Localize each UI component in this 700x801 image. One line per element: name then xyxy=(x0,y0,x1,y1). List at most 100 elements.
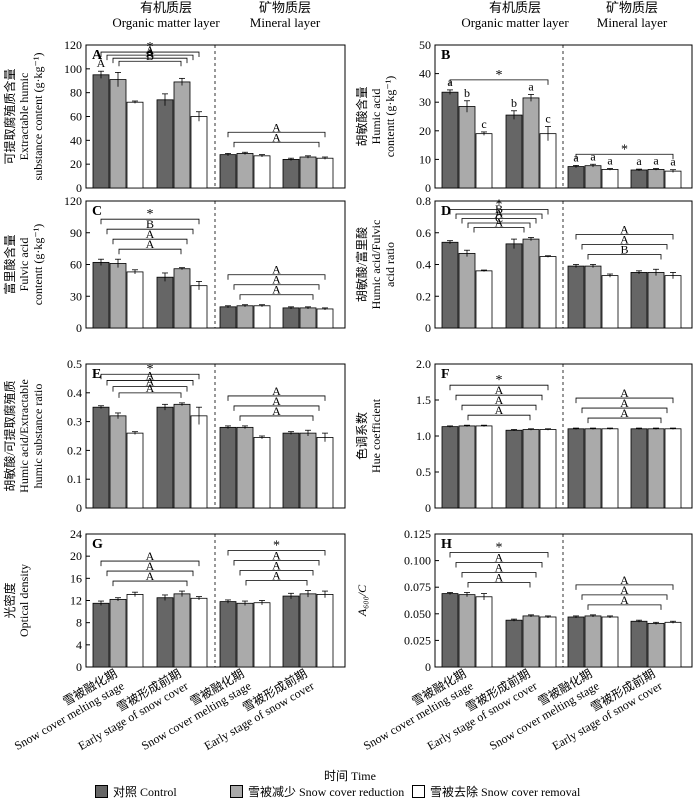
bar-organic xyxy=(92,602,110,668)
significance-bracket xyxy=(106,54,194,61)
significance-bracket xyxy=(575,397,674,404)
y-tick-label: 60 xyxy=(70,110,82,124)
significance-bracket xyxy=(106,570,194,577)
bar-mineral xyxy=(630,169,648,189)
bar-mineral xyxy=(253,155,271,189)
plot-frame xyxy=(85,363,346,509)
significance-bracket xyxy=(227,550,326,556)
y-axis-label-line: Hue coefficient xyxy=(369,398,383,473)
y-axis-label: 胡敏酸含量Humic acidcontentt (g·kg⁻¹) xyxy=(354,76,397,158)
y-tick-label: 0 xyxy=(425,660,431,674)
bar-organic xyxy=(126,101,144,189)
bar-mineral xyxy=(567,265,585,329)
significance-label: B xyxy=(620,243,628,257)
panel-letter: H xyxy=(441,537,452,552)
y-tick-label: 0 xyxy=(425,181,431,195)
significance-bracket xyxy=(467,222,531,229)
significance-bracket xyxy=(118,248,182,255)
significance-label: A xyxy=(146,559,155,573)
bar-organic xyxy=(173,268,191,329)
y-tick-label: 0.8 xyxy=(416,194,431,208)
panel-d: 0 0.2 0.4 0.6 0.8 D 胡敏酸/富里酸Humic acid/Fulvicac… xyxy=(354,194,693,335)
bar-mineral xyxy=(316,437,334,509)
bar-mineral xyxy=(316,157,334,189)
bar-mineral xyxy=(236,305,254,329)
significance-label: A xyxy=(146,46,155,60)
significance-label: * xyxy=(496,198,503,213)
significance-label: A xyxy=(495,383,504,397)
y-axis-label: 可提取腐殖质含量Extractable humicsubstance conte… xyxy=(2,53,45,181)
bar-organic xyxy=(109,415,127,509)
significance-bracket xyxy=(449,384,549,391)
y-tick-label: 20 xyxy=(419,124,431,138)
y-axis-label-line: 富里酸含量 xyxy=(2,234,17,294)
y-axis-label: 富里酸含量Fulvic acidcontentt (g·kg⁻¹) xyxy=(2,224,45,306)
y-tick-label: 24 xyxy=(70,527,82,541)
bar-mineral xyxy=(630,272,648,329)
y-tick-label: 0.5 xyxy=(67,357,82,371)
bar-mineral xyxy=(647,169,665,189)
y-axis-label: 色调系数Hue coefficient xyxy=(354,398,383,473)
bar-organic xyxy=(458,594,476,668)
bar-organic xyxy=(458,425,476,509)
significance-letter: a xyxy=(528,79,534,93)
y-tick-label: 0.3 xyxy=(67,415,82,429)
bar-mineral xyxy=(584,428,602,509)
panel-letter: B xyxy=(441,48,450,63)
significance-bracket xyxy=(455,562,543,568)
y-tick-label: 0 xyxy=(425,501,431,515)
significance-bracket xyxy=(581,594,668,600)
significance-label: A xyxy=(620,583,629,597)
bar-organic xyxy=(173,403,191,509)
legend-label: 雪被减少 Snow cover reduction xyxy=(248,785,405,799)
significance-bracket xyxy=(245,580,308,586)
significance-bracket xyxy=(100,51,200,58)
bar-organic xyxy=(126,271,144,329)
significance-label: A xyxy=(272,569,281,583)
bar-mineral xyxy=(664,275,682,329)
bar-mineral xyxy=(236,602,254,668)
bar-organic xyxy=(505,429,523,509)
bar-organic xyxy=(539,256,557,329)
significance-label: * xyxy=(147,40,154,55)
bar-organic xyxy=(458,106,476,189)
panel-e: 0 0.1 0.2 0.3 0.4 0.5 E 胡敏酸/可提取腐殖质Humic acid/Ex… xyxy=(2,357,346,515)
significance-bracket xyxy=(118,392,182,398)
significance-label: A xyxy=(272,130,281,144)
bar-mineral xyxy=(316,308,334,329)
significance-bracket xyxy=(461,404,537,411)
significance-letter: a xyxy=(670,155,676,169)
y-tick-label: 12 xyxy=(70,594,82,608)
x-axis-title: 时间 Time xyxy=(324,769,376,783)
y-tick-label: 4 xyxy=(76,638,82,652)
y-axis-label-line: 可提取腐殖质含量 xyxy=(2,68,17,164)
significance-label: * xyxy=(273,539,280,554)
y-tick-label: 0.4 xyxy=(416,258,431,272)
y-axis-label-line: humic substance ratio xyxy=(31,384,45,489)
y-tick-label: 120 xyxy=(64,38,82,52)
significance-label: * xyxy=(496,373,503,388)
significance-bracket xyxy=(227,395,326,401)
legend-item-control: 对照 Control xyxy=(95,783,177,800)
bar-mineral xyxy=(584,615,602,668)
significance-label: A xyxy=(495,393,504,407)
legend-swatch-control xyxy=(95,785,108,798)
significance-label: A xyxy=(620,396,629,410)
bar-mineral xyxy=(647,428,665,509)
significance-bracket xyxy=(455,213,543,220)
significance-bracket xyxy=(106,380,194,386)
bar-organic xyxy=(156,99,174,189)
bar-organic xyxy=(539,616,557,668)
significance-label: A xyxy=(620,573,629,587)
significance-bracket xyxy=(449,79,549,85)
significance-bracket xyxy=(467,414,531,421)
bar-mineral xyxy=(584,165,602,189)
significance-label: A xyxy=(272,549,281,563)
significance-label: * xyxy=(147,207,154,222)
significance-letter: c xyxy=(545,112,550,126)
significance-label: B xyxy=(495,202,503,216)
panel-letter: C xyxy=(92,204,102,219)
y-tick-label: 0.075 xyxy=(404,580,431,594)
